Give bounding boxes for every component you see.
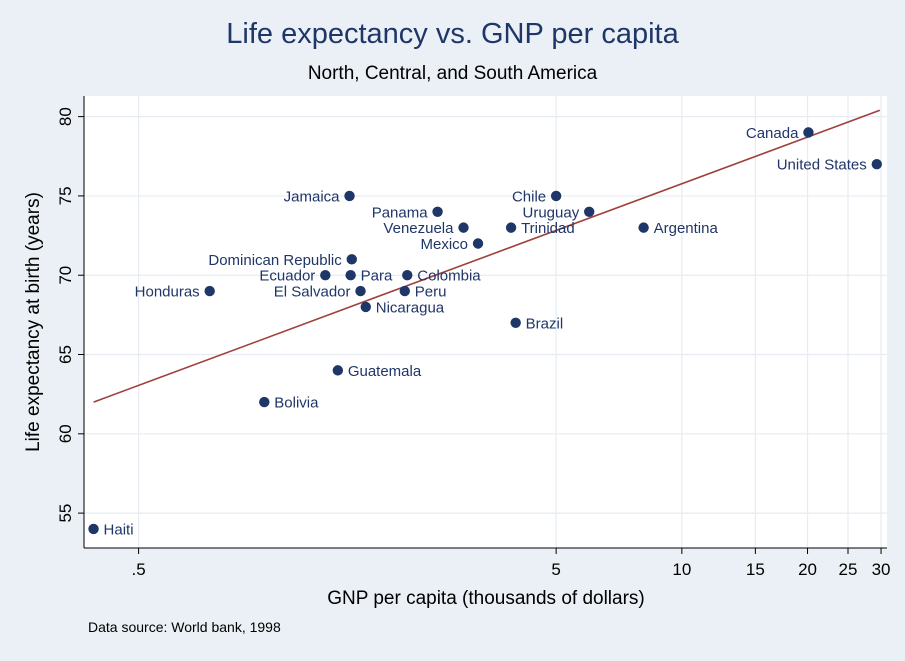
- point-label: Para: [361, 268, 393, 285]
- data-point: [320, 270, 331, 281]
- x-tick-label: 30: [872, 560, 891, 579]
- data-point: [399, 285, 410, 297]
- data-point: [346, 254, 357, 265]
- data-point: [871, 158, 882, 170]
- chart-title: Life expectancy vs. GNP per capita: [226, 18, 679, 50]
- fit-line: [93, 109, 881, 403]
- x-tick-label: 25: [839, 560, 858, 579]
- y-tick-label: 80: [56, 107, 75, 126]
- data-point: [803, 127, 814, 138]
- x-tick-label: 20: [798, 560, 817, 579]
- x-tick-label: 15: [746, 560, 765, 579]
- y-axis-label: Life expectancy at birth (years): [23, 192, 44, 452]
- grid-lines: [84, 96, 887, 548]
- y-tick-label: 75: [56, 186, 75, 205]
- data-point: [550, 190, 562, 202]
- data-point: [332, 365, 344, 376]
- point-label: Peru: [415, 284, 447, 301]
- point-label: Bolivia: [274, 395, 319, 412]
- x-axis-ticks: .5 5 10 15 20 25 30: [132, 548, 891, 579]
- data-point: [584, 206, 595, 217]
- point-label: Canada: [746, 125, 799, 142]
- point-label: Haiti: [104, 521, 134, 538]
- data-point: [472, 238, 484, 249]
- y-axis-ticks: 55 60 65 70 75 80: [56, 107, 84, 523]
- x-axis-label: GNP per capita (thousands of dollars): [327, 588, 645, 609]
- plot-area: [84, 96, 887, 548]
- point-label: Nicaragua: [376, 299, 445, 316]
- data-point: [360, 301, 371, 313]
- data-point: [510, 317, 521, 328]
- x-tick-label: 10: [672, 560, 691, 579]
- data-point: [355, 285, 366, 297]
- data-source-note: Data source: World bank, 1998: [88, 619, 281, 635]
- point-label: United States: [777, 157, 867, 174]
- point-label: Trinidad: [521, 220, 575, 237]
- point-label: Venezuela: [383, 220, 454, 237]
- point-label: Guatemala: [348, 363, 422, 380]
- data-point: [345, 270, 356, 281]
- data-point: [344, 190, 355, 202]
- point-label: Brazil: [526, 315, 564, 332]
- data-point: [259, 396, 270, 408]
- y-tick-label: 65: [56, 345, 75, 364]
- point-label: Panama: [372, 204, 429, 221]
- point-label: Honduras: [135, 284, 200, 301]
- point-label: Jamaica: [284, 188, 341, 205]
- point-label: Chile: [512, 188, 546, 205]
- x-tick-label: 5: [551, 560, 560, 579]
- chart-subtitle: North, Central, and South America: [307, 63, 598, 84]
- y-tick-label: 60: [56, 424, 75, 443]
- data-point: [505, 222, 517, 233]
- data-point: [638, 222, 649, 233]
- point-label: El Salvador: [274, 284, 351, 301]
- y-tick-label: 70: [56, 266, 75, 285]
- data-point: [458, 222, 469, 233]
- data-point: [204, 285, 215, 297]
- data-point: [88, 523, 99, 535]
- point-label: Dominican Republic: [208, 252, 342, 269]
- point-label: Ecuador: [259, 268, 315, 285]
- point-label: Argentina: [654, 220, 719, 237]
- point-label: Uruguay: [523, 204, 580, 221]
- data-points: Haiti Honduras Bolivia Guatemala Jamaica Domi…: [88, 125, 882, 538]
- data-point: [432, 206, 443, 217]
- point-label: Colombia: [417, 268, 481, 285]
- data-point: [402, 270, 413, 281]
- y-tick-label: 55: [56, 504, 75, 523]
- point-label: Mexico: [421, 236, 469, 253]
- x-tick-label: .5: [132, 560, 146, 579]
